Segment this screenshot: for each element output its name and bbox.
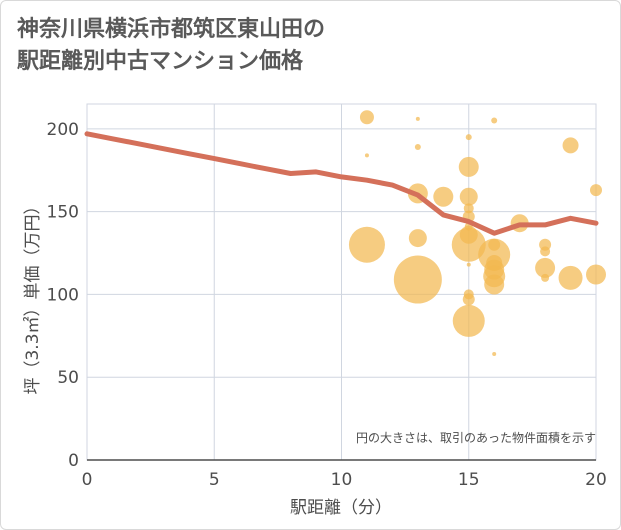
data-point bbox=[463, 203, 474, 214]
y-tick-label: 100 bbox=[47, 285, 79, 305]
data-point bbox=[462, 293, 475, 306]
y-tick-label: 0 bbox=[68, 451, 79, 471]
data-point bbox=[586, 264, 606, 285]
data-point bbox=[459, 187, 478, 206]
bubble-series bbox=[348, 110, 606, 357]
y-axis-label: 坪（3.3㎡）単価（万円） bbox=[23, 197, 43, 394]
chart-title: 神奈川県横浜市都筑区東山田の 駅距離別中古マンション価格 bbox=[17, 14, 577, 78]
x-axis-label: 駅距離（分） bbox=[290, 498, 392, 518]
data-point bbox=[558, 265, 583, 290]
data-point bbox=[535, 257, 556, 278]
y-tick-label: 50 bbox=[57, 368, 79, 388]
x-tick-label: 20 bbox=[585, 470, 607, 490]
data-point bbox=[364, 153, 369, 158]
data-point bbox=[491, 117, 498, 124]
x-tick-label: 10 bbox=[331, 470, 353, 490]
data-point bbox=[359, 110, 374, 125]
data-point bbox=[433, 186, 454, 207]
size-note: 円の大きさは、取引のあった物件面積を示す bbox=[356, 430, 596, 445]
data-point bbox=[562, 137, 579, 154]
data-point bbox=[348, 226, 385, 263]
data-point bbox=[484, 274, 505, 295]
x-tick-label: 5 bbox=[209, 470, 220, 490]
data-point bbox=[414, 144, 421, 151]
chart-title-line-1: 神奈川県横浜市都筑区東山田の bbox=[17, 17, 326, 42]
chart-title-line-2: 駅距離別中古マンション価格 bbox=[17, 49, 304, 74]
data-point bbox=[458, 156, 479, 177]
data-point bbox=[393, 255, 442, 304]
y-tick-label: 200 bbox=[47, 120, 79, 140]
data-point bbox=[541, 273, 550, 282]
data-point bbox=[466, 262, 471, 267]
grid bbox=[86, 103, 597, 461]
y-tick-label: 150 bbox=[47, 203, 79, 223]
data-point bbox=[451, 227, 486, 262]
x-tick-label: 15 bbox=[458, 470, 480, 490]
data-point bbox=[540, 246, 551, 257]
data-point bbox=[415, 116, 420, 121]
trend-line bbox=[84, 131, 599, 236]
x-tick-label: 0 bbox=[82, 470, 93, 490]
data-point bbox=[465, 134, 472, 141]
data-point bbox=[478, 238, 511, 271]
data-point bbox=[452, 304, 485, 337]
data-point bbox=[590, 184, 602, 197]
data-point bbox=[408, 229, 427, 248]
data-point bbox=[492, 352, 497, 357]
